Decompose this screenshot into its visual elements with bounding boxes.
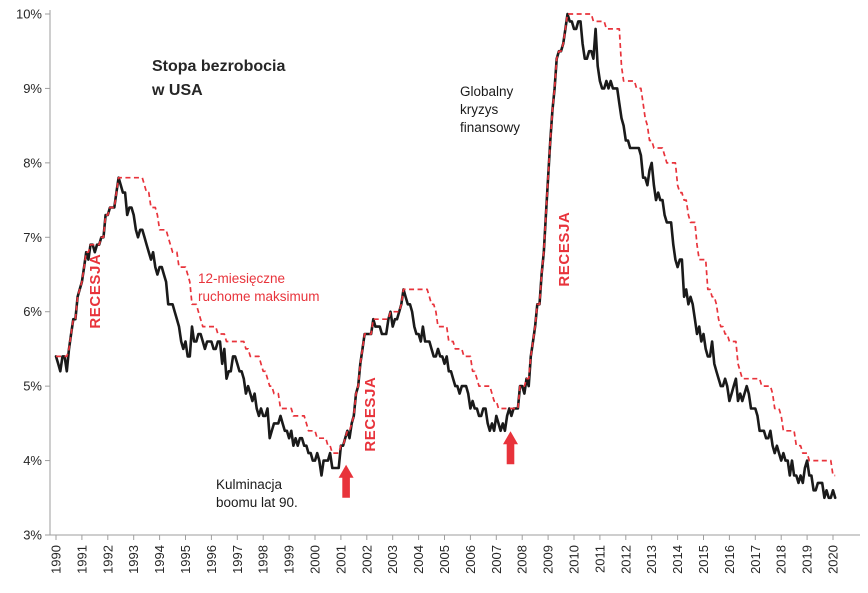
x-tick-label: 2004 xyxy=(411,545,426,574)
y-tick-label: 6% xyxy=(23,304,42,319)
x-tick-label: 2013 xyxy=(644,545,659,574)
x-tick-label: 2014 xyxy=(670,545,685,574)
x-tick-label: 2009 xyxy=(541,545,556,574)
x-tick-label: 2012 xyxy=(618,545,633,574)
x-tick-label: 2019 xyxy=(800,545,815,574)
x-tick-label: 1996 xyxy=(204,545,219,574)
x-tick-label: 2007 xyxy=(489,545,504,574)
x-tick-label: 2003 xyxy=(385,545,400,574)
x-tick-label: 2016 xyxy=(722,545,737,574)
x-tick-label: 2020 xyxy=(826,545,841,574)
y-tick-label: 7% xyxy=(23,230,42,245)
x-tick-label: 2017 xyxy=(748,545,763,574)
x-tick-label: 2015 xyxy=(696,545,711,574)
x-tick-label: 1997 xyxy=(230,545,245,574)
x-tick-label: 2000 xyxy=(308,545,323,574)
up-arrow-2007 xyxy=(503,431,518,465)
x-tick-label: 1992 xyxy=(100,545,115,574)
y-tick-label: 9% xyxy=(23,81,42,96)
x-tick-label: 2002 xyxy=(359,545,374,574)
x-tick-label: 2008 xyxy=(515,545,530,574)
x-tick-label: 1995 xyxy=(178,545,193,574)
x-tick-label: 2006 xyxy=(463,545,478,574)
x-tick-label: 2018 xyxy=(774,545,789,574)
x-tick-label: 1990 xyxy=(49,545,64,574)
y-tick-label: 8% xyxy=(23,155,42,170)
y-tick-label: 10% xyxy=(16,7,42,22)
x-tick-label: 1999 xyxy=(282,545,297,574)
x-tick-label: 1998 xyxy=(256,545,271,574)
x-tick-label: 2010 xyxy=(567,545,582,574)
unemployment-line xyxy=(54,12,837,500)
x-tick-label: 1993 xyxy=(126,545,141,574)
moving-max-line xyxy=(56,13,836,477)
x-tick-label: 1991 xyxy=(74,545,89,574)
x-tick-label: 2001 xyxy=(333,545,348,574)
x-tick-label: 2011 xyxy=(592,545,607,573)
y-tick-label: 4% xyxy=(23,453,42,468)
x-tick-label: 1994 xyxy=(152,545,167,574)
y-tick-label: 3% xyxy=(23,528,42,543)
y-tick-label: 5% xyxy=(23,379,42,394)
x-tick-label: 2005 xyxy=(437,545,452,574)
up-arrow-2001 xyxy=(338,464,354,498)
